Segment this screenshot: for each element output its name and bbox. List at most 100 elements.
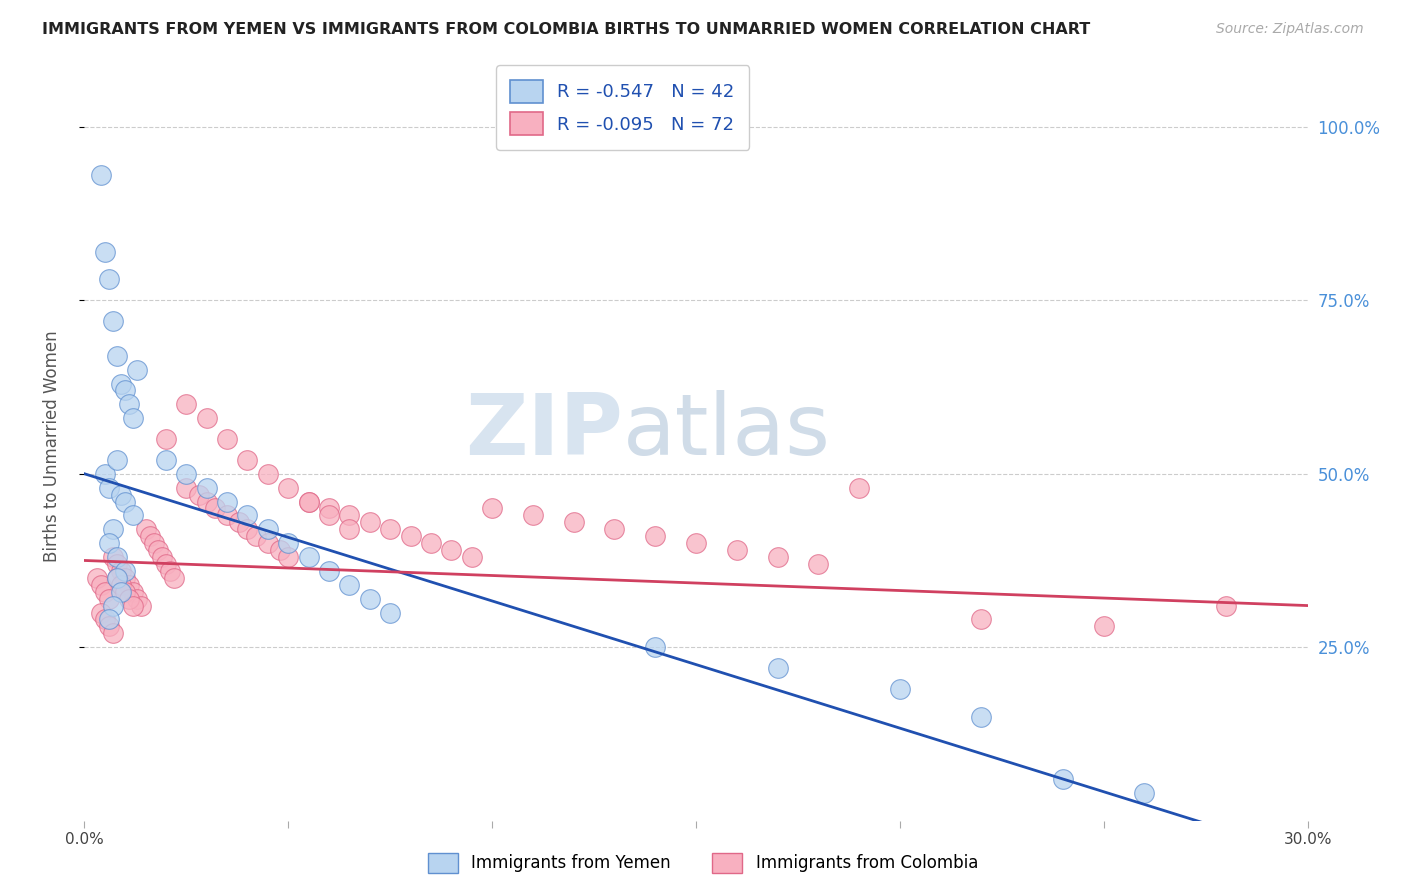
Y-axis label: Births to Unmarried Women: Births to Unmarried Women (42, 330, 60, 562)
Point (114, 564, 136, 578)
Point (277, 481, 299, 495)
Point (174, 397, 197, 411)
Point (122, 584, 145, 599)
Point (122, 599, 145, 613)
Point (146, 543, 169, 558)
Point (101, 314, 124, 328)
Point (114, 584, 136, 599)
Point (298, 494, 321, 508)
Point (228, 516, 250, 530)
Point (204, 501, 226, 516)
Point (277, 536, 299, 550)
Point (114, 494, 136, 508)
Point (603, 522, 626, 536)
Point (110, 487, 132, 501)
Point (142, 536, 165, 550)
Point (90, 169, 112, 183)
Point (195, 411, 218, 425)
Point (150, 549, 173, 564)
Point (90, 606, 112, 620)
Point (127, 362, 149, 376)
Point (187, 487, 209, 501)
Point (1215, 599, 1237, 613)
Point (174, 467, 197, 481)
Point (481, 501, 503, 516)
Point (114, 384, 136, 398)
Point (217, 432, 239, 446)
Point (159, 564, 181, 578)
Point (105, 571, 128, 585)
Point (127, 591, 149, 606)
Point (339, 522, 361, 536)
Point (101, 626, 124, 640)
Point (110, 578, 132, 592)
Point (562, 516, 585, 530)
Point (399, 529, 422, 543)
Point (97, 591, 120, 606)
Point (101, 599, 124, 613)
Point (236, 453, 259, 467)
Point (97, 272, 120, 286)
Point (1092, 619, 1115, 633)
Point (380, 522, 402, 536)
Point (970, 612, 993, 626)
Point (359, 516, 381, 530)
Point (766, 549, 789, 564)
Point (298, 494, 321, 508)
Point (970, 709, 993, 723)
Point (155, 432, 177, 446)
Point (122, 411, 145, 425)
Point (339, 508, 361, 523)
Point (889, 681, 911, 696)
Point (318, 508, 340, 523)
Point (277, 549, 299, 564)
Point (359, 591, 381, 606)
Point (245, 529, 267, 543)
Point (195, 481, 218, 495)
Point (848, 481, 870, 495)
Point (163, 571, 186, 585)
Point (236, 508, 259, 523)
Point (318, 564, 340, 578)
Point (105, 557, 128, 571)
Legend: R = -0.547   N = 42, R = -0.095   N = 72: R = -0.547 N = 42, R = -0.095 N = 72 (496, 65, 749, 150)
Point (110, 564, 132, 578)
Point (118, 578, 141, 592)
Point (118, 397, 141, 411)
Point (644, 640, 666, 655)
Point (522, 508, 544, 523)
Point (766, 661, 789, 675)
Point (174, 481, 197, 495)
Point (110, 584, 132, 599)
Point (105, 453, 128, 467)
Point (339, 578, 361, 592)
Point (644, 529, 666, 543)
Point (93, 244, 115, 259)
Point (93, 584, 115, 599)
Text: atlas: atlas (623, 390, 831, 473)
Text: IMMIGRANTS FROM YEMEN VS IMMIGRANTS FROM COLOMBIA BIRTHS TO UNMARRIED WOMEN CORR: IMMIGRANTS FROM YEMEN VS IMMIGRANTS FROM… (42, 22, 1091, 37)
Point (97, 612, 120, 626)
Point (135, 522, 157, 536)
Point (318, 501, 340, 516)
Legend: Immigrants from Yemen, Immigrants from Colombia: Immigrants from Yemen, Immigrants from C… (422, 847, 984, 880)
Point (380, 606, 402, 620)
Point (685, 536, 707, 550)
Point (86, 571, 108, 585)
Point (122, 508, 145, 523)
Point (101, 549, 124, 564)
Point (97, 481, 120, 495)
Point (138, 529, 160, 543)
Point (93, 612, 115, 626)
Point (105, 549, 128, 564)
Point (97, 619, 120, 633)
Text: Source: ZipAtlas.com: Source: ZipAtlas.com (1216, 22, 1364, 37)
Point (440, 543, 463, 558)
Point (195, 494, 218, 508)
Point (93, 467, 115, 481)
Point (807, 557, 830, 571)
Point (725, 543, 748, 558)
Point (1133, 786, 1156, 800)
Point (155, 453, 177, 467)
Point (217, 508, 239, 523)
